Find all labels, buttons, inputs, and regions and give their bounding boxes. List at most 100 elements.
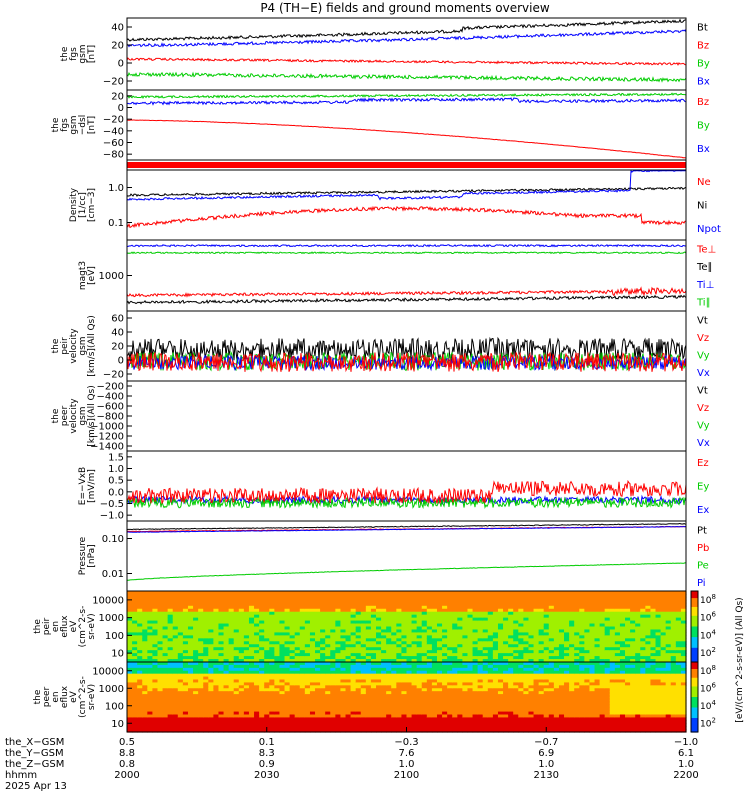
spectrogram-cell bbox=[609, 599, 616, 604]
spectrogram-cell bbox=[426, 717, 433, 721]
spectrogram-cell bbox=[619, 623, 626, 628]
spectrogram-cell bbox=[127, 659, 133, 663]
spectrogram-cell bbox=[360, 611, 367, 616]
spectrogram-cell bbox=[558, 662, 565, 666]
spectrogram-cell bbox=[675, 593, 682, 598]
spectrogram-cell bbox=[187, 694, 194, 698]
spectrogram-cell bbox=[172, 632, 179, 636]
spectrogram-cell bbox=[640, 617, 646, 622]
spectrogram-cell bbox=[248, 682, 255, 686]
spectrogram-cell bbox=[553, 629, 560, 634]
spectrogram-cell bbox=[569, 599, 575, 604]
spectrogram-cell bbox=[350, 685, 357, 689]
spectrogram-cell bbox=[376, 641, 382, 645]
spectrogram-cell bbox=[650, 591, 657, 595]
spectrogram-cell bbox=[284, 685, 291, 689]
spectrogram-cell bbox=[309, 617, 316, 622]
spectrogram-cell bbox=[304, 723, 311, 727]
spectrogram-cell bbox=[523, 673, 530, 678]
spectrogram-cell bbox=[508, 644, 514, 648]
spectrogram-cell bbox=[142, 659, 148, 663]
spectrogram-cell bbox=[513, 699, 519, 704]
spectrogram-cell bbox=[243, 644, 250, 648]
spectrogram-cell bbox=[497, 620, 504, 625]
spectrogram-cell bbox=[386, 691, 392, 695]
spectrogram-cell bbox=[589, 644, 596, 648]
spectrogram-cell bbox=[564, 664, 570, 669]
spectrogram-cell bbox=[304, 591, 311, 595]
spectrogram-cell bbox=[508, 699, 514, 704]
spectrogram-cell bbox=[299, 673, 306, 678]
spectrogram-cell bbox=[625, 653, 631, 657]
spectrogram-cell bbox=[238, 591, 245, 595]
spectrogram-cell bbox=[325, 635, 331, 639]
spectrogram-cell bbox=[269, 653, 275, 657]
spectrogram-cell bbox=[558, 694, 565, 698]
npot-line bbox=[126, 169, 687, 201]
spectrogram-cell bbox=[172, 667, 179, 672]
spectrogram-cell bbox=[401, 599, 408, 604]
spectrogram-cell bbox=[381, 682, 387, 686]
spectrogram-cell bbox=[462, 673, 469, 678]
spectrogram-cell bbox=[538, 723, 545, 727]
spectrogram-cell bbox=[147, 685, 154, 689]
spectrogram-cell bbox=[533, 644, 540, 648]
spectrogram-cell bbox=[599, 608, 606, 613]
spectrogram-cell bbox=[442, 711, 448, 716]
spectrogram-cell bbox=[182, 688, 189, 692]
spectrogram-cell bbox=[172, 614, 179, 619]
spectrogram-cell bbox=[274, 626, 281, 631]
spectrogram-cell bbox=[548, 641, 555, 645]
spectrogram-cell bbox=[421, 705, 428, 710]
spectrogram-cell bbox=[315, 708, 321, 713]
spectrogram-cell bbox=[401, 617, 408, 622]
spectrogram-cell bbox=[284, 694, 291, 698]
spectrogram-cell bbox=[142, 647, 148, 651]
spectrogram-cell bbox=[457, 729, 463, 733]
spectrogram-cell bbox=[376, 662, 382, 666]
spectrogram-cell bbox=[492, 608, 499, 613]
spectrogram-cell bbox=[284, 720, 291, 724]
spectrogram-cell bbox=[548, 729, 555, 733]
spectrogram-cell bbox=[497, 711, 504, 716]
spectrogram-cell bbox=[381, 673, 387, 678]
spectrogram-cell bbox=[167, 602, 174, 607]
spectrogram-cell bbox=[436, 685, 443, 689]
spectrogram-cell bbox=[294, 591, 301, 595]
spectrogram-cell bbox=[203, 664, 209, 669]
spectrogram-cell bbox=[589, 620, 596, 625]
spectrogram-cell bbox=[223, 656, 230, 660]
spectrogram-cell bbox=[325, 647, 331, 651]
y-axis-label: [mV/m] bbox=[87, 469, 97, 503]
spectrogram-cell bbox=[193, 685, 199, 689]
spectrogram-cell bbox=[675, 605, 682, 610]
spectrogram-cell bbox=[248, 711, 255, 716]
spectrogram-cell bbox=[294, 602, 301, 607]
spectrogram-cell bbox=[553, 697, 560, 701]
spectrogram-cell bbox=[294, 623, 301, 628]
spectrogram-cell bbox=[660, 611, 667, 616]
spectrogram-cell bbox=[411, 614, 418, 619]
spectrogram-cell bbox=[259, 705, 265, 710]
spectrogram-cell bbox=[187, 691, 194, 695]
spectrogram-cell bbox=[594, 638, 601, 642]
spectrogram-cell bbox=[182, 720, 189, 724]
spectrogram-cell bbox=[599, 644, 606, 648]
spectrogram-cell bbox=[589, 593, 596, 598]
spectrogram-cell bbox=[279, 591, 286, 595]
spectrogram-cell bbox=[284, 723, 291, 727]
spectrogram-cell bbox=[528, 691, 535, 695]
spectrogram-cell bbox=[198, 682, 204, 686]
spectrogram-cell bbox=[223, 605, 230, 610]
spectrogram-cell bbox=[431, 723, 438, 727]
spectrogram-cell bbox=[584, 623, 591, 628]
spectrogram-cell bbox=[294, 620, 301, 625]
spectrogram-cell bbox=[243, 632, 250, 636]
spectrogram-cell bbox=[569, 653, 575, 657]
spectrogram-cell bbox=[497, 632, 504, 636]
spectrogram-cell bbox=[579, 650, 585, 654]
spectrogram-cell bbox=[228, 699, 235, 704]
spectrogram-cell bbox=[254, 711, 260, 716]
spectrogram-cell bbox=[452, 623, 458, 628]
spectrogram-cell bbox=[304, 726, 311, 730]
